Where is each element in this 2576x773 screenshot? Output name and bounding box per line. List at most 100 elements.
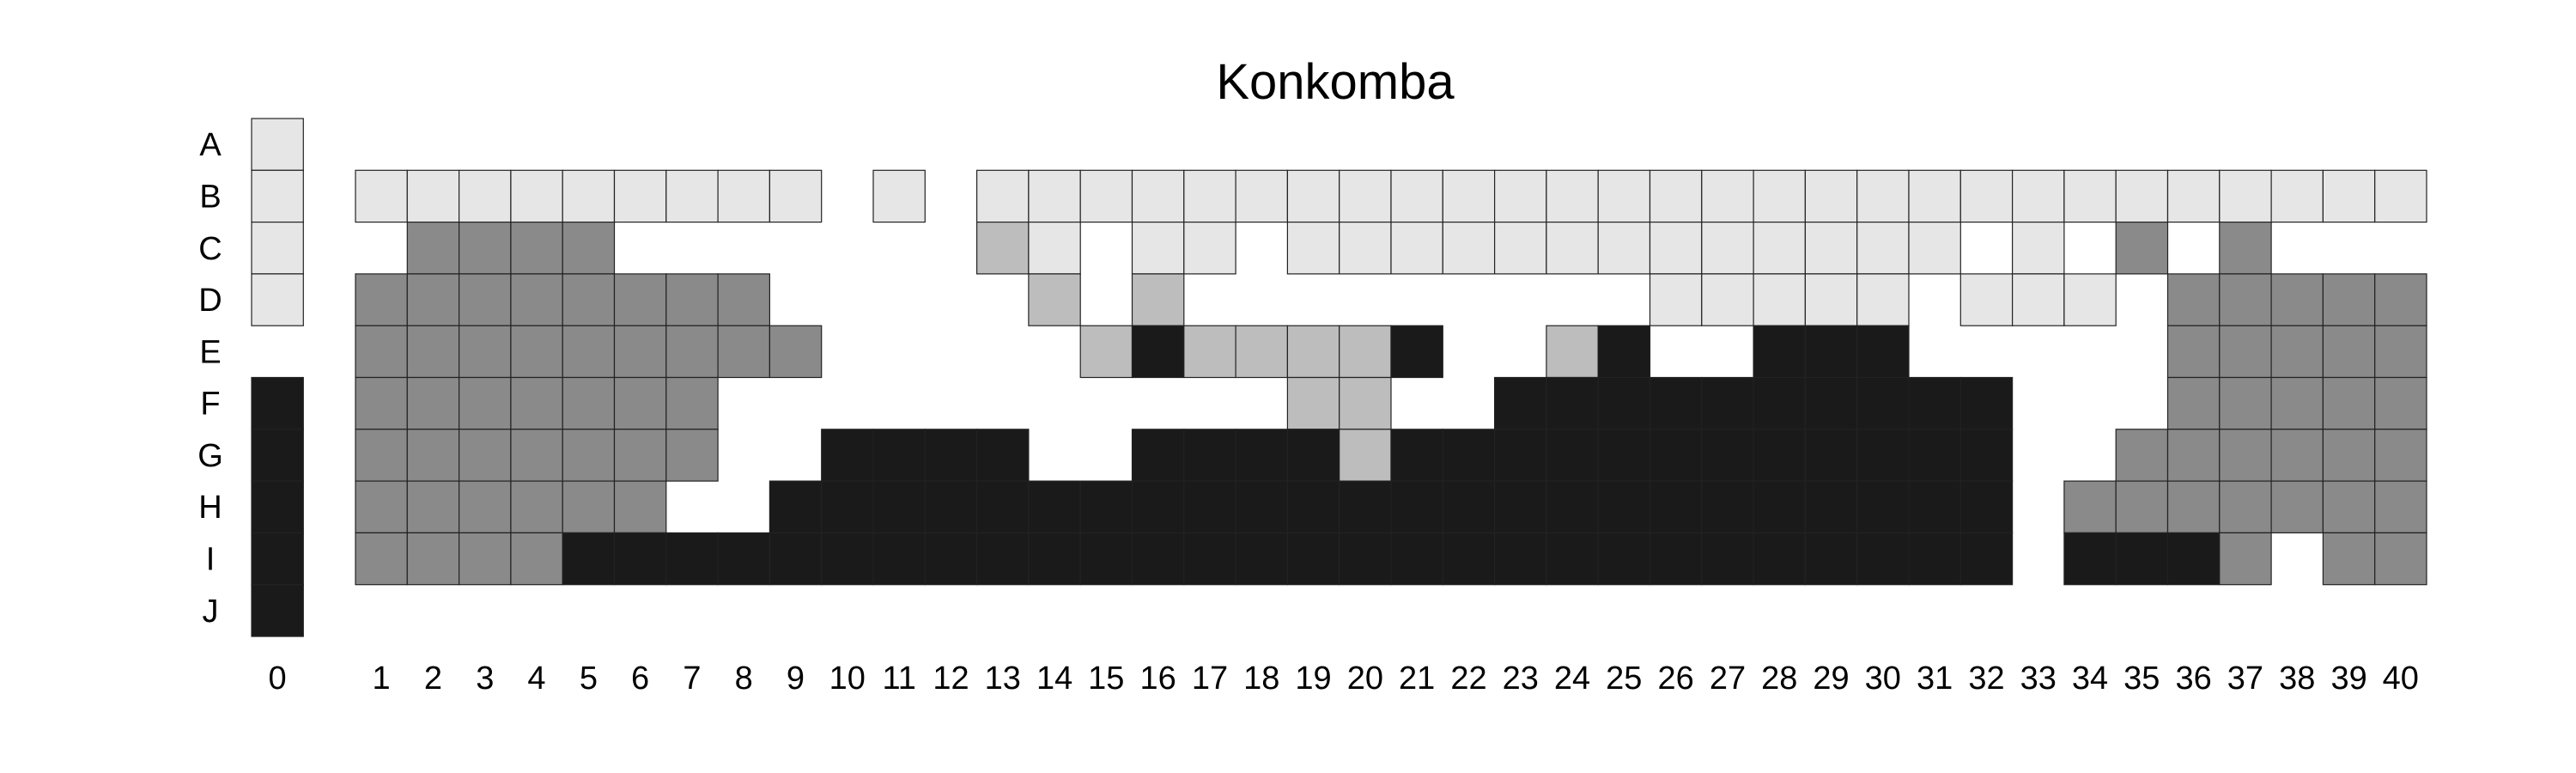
heatmap-cell-F-39 xyxy=(2322,376,2376,430)
heatmap-cell-F-6 xyxy=(613,376,667,430)
heatmap-cell-G-18 xyxy=(1235,429,1288,482)
heatmap-cell-I-1 xyxy=(355,532,408,586)
heatmap-cell-I-2 xyxy=(406,532,460,586)
heatmap-cell-I-23 xyxy=(1493,532,1547,586)
heatmap-cell-B-5 xyxy=(562,169,616,223)
heatmap-cell-E-8 xyxy=(717,325,770,379)
heatmap-cell-I-16 xyxy=(1131,532,1185,586)
heatmap-cell-C-4 xyxy=(510,222,563,275)
column-label-30: 30 xyxy=(1865,660,1901,697)
heatmap-cell-E-17 xyxy=(1183,325,1236,379)
heatmap-cell-H-10 xyxy=(821,480,874,533)
heatmap-cell-E-40 xyxy=(2374,325,2427,379)
heatmap-cell-E-36 xyxy=(2166,325,2221,379)
heatmap-cell-G-21 xyxy=(1390,429,1443,482)
heatmap-cell-H-4 xyxy=(510,480,563,533)
heatmap-cell-I-28 xyxy=(1753,532,1806,586)
column-label-23: 23 xyxy=(1503,660,1539,697)
heatmap-cell-I-12 xyxy=(924,532,978,586)
heatmap-cell-H-19 xyxy=(1286,480,1340,533)
column-label-10: 10 xyxy=(829,660,866,697)
heatmap-cell-C-13 xyxy=(975,222,1030,275)
heatmap-cell-G-0 xyxy=(251,429,304,482)
heatmap-cell-E-21 xyxy=(1390,325,1443,379)
heatmap-cell-H-37 xyxy=(2219,480,2272,533)
heatmap-cell-C-33 xyxy=(2012,222,2065,275)
heatmap-cell-C-0 xyxy=(251,222,304,275)
heatmap-cell-I-8 xyxy=(717,532,770,586)
heatmap-cell-D-37 xyxy=(2219,273,2272,326)
heatmap-cell-H-22 xyxy=(1442,480,1496,533)
heatmap-cell-J-0 xyxy=(251,584,304,637)
heatmap-cell-G-3 xyxy=(458,429,512,482)
heatmap-cell-F-25 xyxy=(1597,376,1651,430)
column-label-36: 36 xyxy=(2176,660,2212,697)
heatmap-cell-I-34 xyxy=(2063,532,2117,586)
heatmap-cell-H-31 xyxy=(1908,480,1961,533)
heatmap-cell-E-25 xyxy=(1597,325,1651,379)
heatmap-cell-I-26 xyxy=(1649,532,1703,586)
heatmap-cell-F-30 xyxy=(1856,376,1910,430)
column-label-6: 6 xyxy=(631,660,649,697)
heatmap-cell-H-21 xyxy=(1390,480,1443,533)
heatmap-cell-C-27 xyxy=(1701,222,1754,275)
heatmap-cell-B-6 xyxy=(613,169,667,223)
heatmap-cell-F-32 xyxy=(1959,376,2014,430)
chart-title: Konkomba xyxy=(1216,54,1455,110)
heatmap-cell-E-6 xyxy=(613,325,667,379)
heatmap-cell-G-13 xyxy=(975,429,1030,482)
heatmap-cell-D-33 xyxy=(2012,273,2065,326)
heatmap-cell-I-29 xyxy=(1804,532,1858,586)
heatmap-cell-B-40 xyxy=(2374,169,2427,223)
heatmap-cell-H-25 xyxy=(1597,480,1651,533)
heatmap-cell-B-34 xyxy=(2063,169,2117,223)
heatmap-cell-E-24 xyxy=(1546,325,1599,379)
heatmap-cell-H-5 xyxy=(562,480,616,533)
heatmap-cell-B-19 xyxy=(1286,169,1340,223)
heatmap-cell-H-23 xyxy=(1493,480,1547,533)
heatmap-cell-C-21 xyxy=(1390,222,1443,275)
heatmap-cell-H-15 xyxy=(1079,480,1133,533)
heatmap-cell-E-20 xyxy=(1339,325,1392,379)
heatmap-cell-H-2 xyxy=(406,480,460,533)
heatmap-cell-G-30 xyxy=(1856,429,1910,482)
heatmap-cell-C-30 xyxy=(1856,222,1910,275)
heatmap-cell-G-25 xyxy=(1597,429,1651,482)
heatmap-cell-C-31 xyxy=(1908,222,1961,275)
heatmap-cell-F-37 xyxy=(2219,376,2272,430)
heatmap-cell-B-8 xyxy=(717,169,770,223)
heatmap-cell-H-3 xyxy=(458,480,512,533)
row-label-F: F xyxy=(200,386,220,423)
heatmap-cell-F-1 xyxy=(355,376,408,430)
heatmap-cell-H-30 xyxy=(1856,480,1910,533)
heatmap-cell-B-27 xyxy=(1701,169,1754,223)
heatmap-cell-I-3 xyxy=(458,532,512,586)
heatmap-cell-B-28 xyxy=(1753,169,1806,223)
heatmap-cell-A-0 xyxy=(251,118,304,171)
heatmap-cell-I-15 xyxy=(1079,532,1133,586)
heatmap-cell-I-20 xyxy=(1339,532,1392,586)
heatmap-cell-D-4 xyxy=(510,273,563,326)
heatmap-cell-I-35 xyxy=(2115,532,2169,586)
row-label-C: C xyxy=(198,231,222,267)
column-label-5: 5 xyxy=(580,660,598,697)
column-labels: 0 1 2 3 4 5 6 7 8 9 10 11 12 13 14 15 16 17 18 19 20 21 22 23 24… xyxy=(269,660,2419,697)
heatmap-cell-F-0 xyxy=(251,376,304,430)
column-label-22: 22 xyxy=(1450,660,1486,697)
heatmap-cell-D-2 xyxy=(406,273,460,326)
heatmap-cell-C-35 xyxy=(2115,222,2169,275)
heatmap-cell-G-24 xyxy=(1546,429,1599,482)
heatmap-cell-C-37 xyxy=(2219,222,2272,275)
heatmap-cell-H-12 xyxy=(924,480,978,533)
row-label-D: D xyxy=(198,283,222,319)
heatmap-cell-D-6 xyxy=(613,273,667,326)
heatmap-cell-I-11 xyxy=(872,532,926,586)
heatmap-cell-H-27 xyxy=(1701,480,1754,533)
heatmap-cell-I-14 xyxy=(1028,532,1081,586)
heatmap-cell-D-8 xyxy=(717,273,770,326)
row-label-A: A xyxy=(199,127,222,163)
heatmap-cell-H-40 xyxy=(2374,480,2427,533)
heatmap-cell-I-4 xyxy=(510,532,563,586)
heatmap-cell-G-31 xyxy=(1908,429,1961,482)
